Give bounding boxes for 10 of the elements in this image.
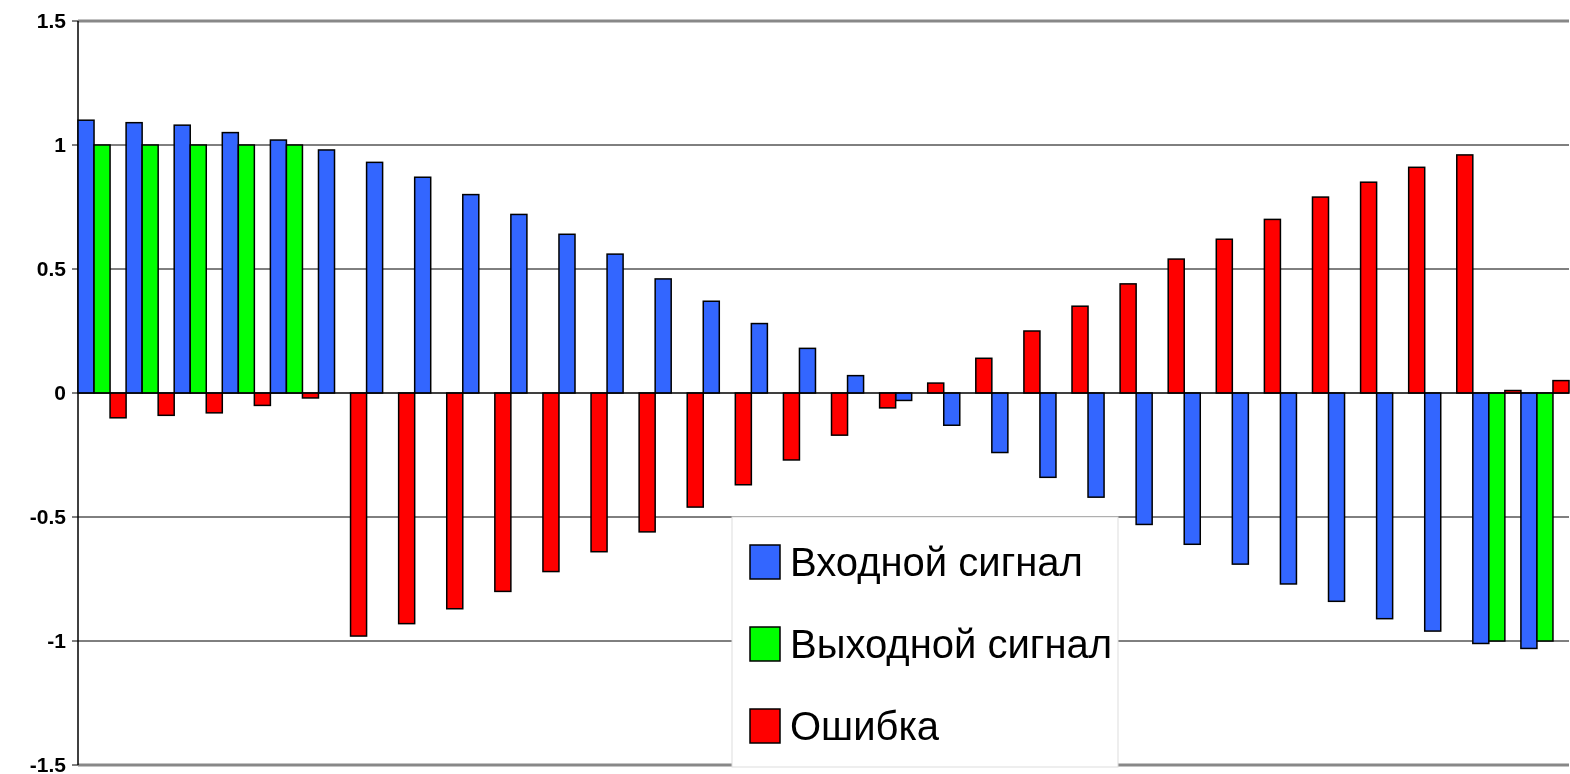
y-tick-label: -0.5 — [29, 505, 67, 529]
y-tick-label: 0 — [54, 381, 66, 405]
y-tick-label: -1.5 — [29, 753, 67, 774]
y-tick-label: -1 — [47, 629, 67, 653]
legend-label: Выходной сигнал — [790, 622, 1113, 666]
y-tick-label: 0.5 — [36, 257, 67, 281]
y-tick-label: 1 — [54, 133, 67, 157]
y-tick-label: 1.5 — [36, 9, 67, 33]
legend-label: Входной сигнал — [790, 540, 1083, 584]
legend-label: Ошибка — [790, 704, 940, 748]
